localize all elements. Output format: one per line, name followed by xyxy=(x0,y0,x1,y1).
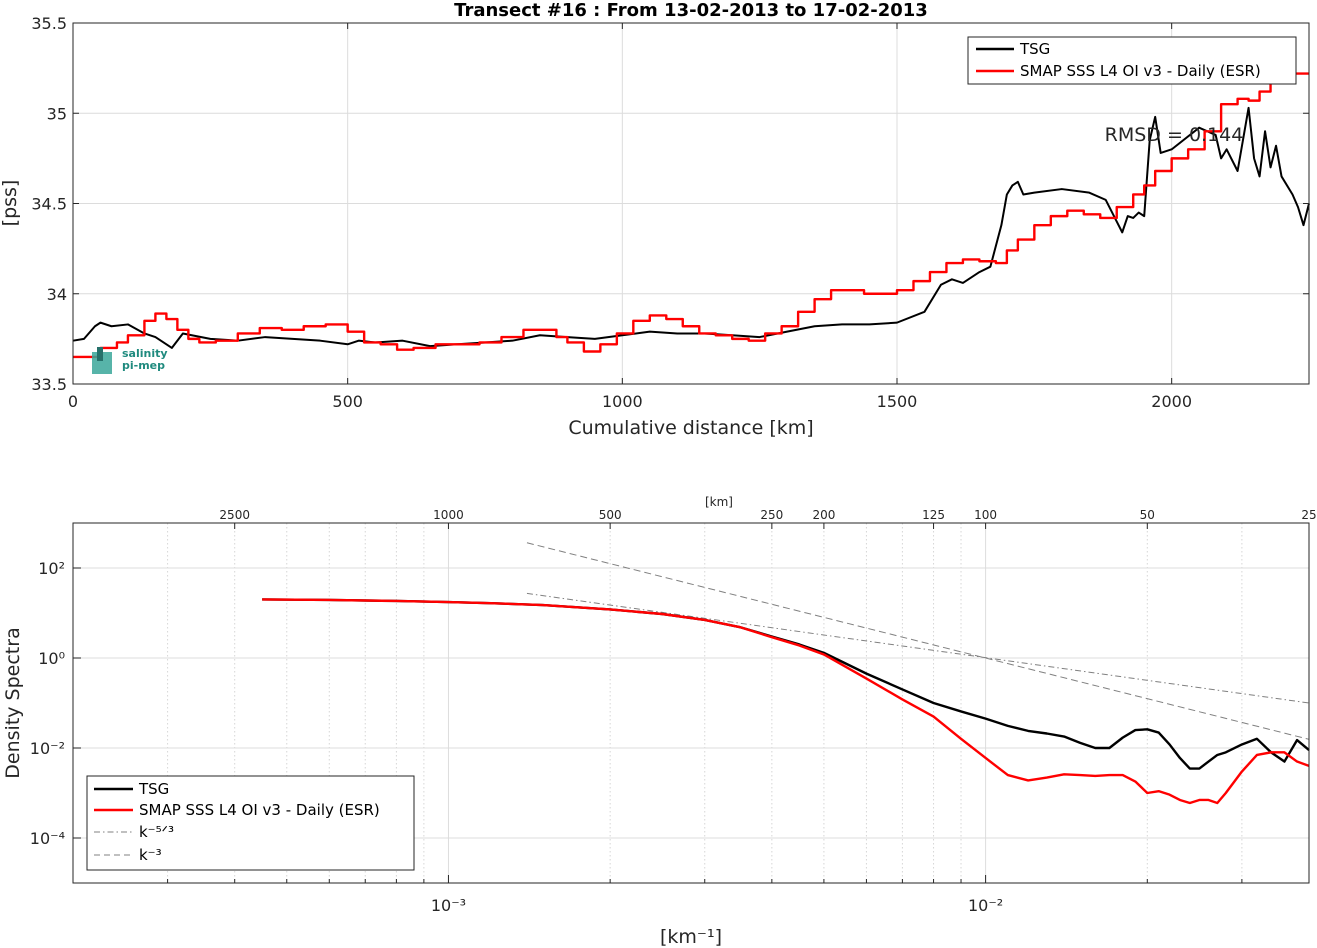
logo-text-line2: pi-mep xyxy=(122,359,165,372)
bottom-top-axis-tick-label: 200 xyxy=(812,508,835,522)
bottom-legend-label-smap: SMAP SSS L4 OI v3 - Daily (ESR) xyxy=(139,801,380,819)
top-legend-box xyxy=(967,36,1297,85)
logo-mark-detail xyxy=(97,347,103,361)
bottom-y-tick-label: 10⁻⁴ xyxy=(30,829,65,848)
top-legend: TSG SMAP SSS L4 OI v3 - Daily (ESR) xyxy=(967,36,1297,85)
bottom-y-tick-label: 10² xyxy=(38,559,65,578)
bottom-legend-label-k53: k⁻⁵ᐟ³ xyxy=(139,823,174,841)
bottom-top-axis-tick-label: 125 xyxy=(922,508,945,522)
top-y-tick-label: 35.5 xyxy=(31,14,67,33)
bottom-x-axis-label: [km⁻¹] xyxy=(660,926,722,948)
bottom-top-axis-tick-label: 50 xyxy=(1140,508,1155,522)
bottom-y-tick-label: 10⁻² xyxy=(30,739,65,758)
bottom-top-axis-tick-label: 2500 xyxy=(219,508,250,522)
top-x-tick-label: 500 xyxy=(332,392,363,411)
top-series-tsg-line xyxy=(72,106,1310,349)
top-grid xyxy=(73,23,1309,384)
top-chart-panel: 0 500 1000 1500 2000 33.5 34 34.5 35 35.5 Transec… xyxy=(0,0,1310,439)
bottom-top-axis-tick-label: 100 xyxy=(974,508,997,522)
logo-text-line1: salinity xyxy=(122,347,168,360)
bottom-x-tick-label: 10⁻³ xyxy=(431,896,466,915)
bottom-axes-frame xyxy=(72,522,1310,884)
top-y-tick-label: 33.5 xyxy=(31,375,67,394)
rmsd-annotation: RMSD = 0.144 xyxy=(1105,124,1244,146)
top-y-tick-label: 34.5 xyxy=(31,195,67,214)
bottom-y-axis-label: Density Spectra xyxy=(2,627,24,778)
bottom-x-tick-label: 10⁻² xyxy=(968,896,1003,915)
top-x-tick-label: 1000 xyxy=(602,392,643,411)
top-legend-label-smap: SMAP SSS L4 OI v3 - Daily (ESR) xyxy=(1020,62,1261,80)
bottom-top-axis-tick-label: 250 xyxy=(760,508,783,522)
bottom-series-k53-line xyxy=(526,592,1310,704)
bottom-series-smap-line xyxy=(262,598,1310,805)
bottom-top-axis-tick-label: 500 xyxy=(599,508,622,522)
salinity-pimep-logo: salinity pi-mep xyxy=(92,347,168,374)
top-x-tick-label: 0 xyxy=(68,392,78,411)
top-legend-label-tsg: TSG xyxy=(1019,40,1050,58)
top-y-tick-label: 35 xyxy=(47,104,67,123)
top-series xyxy=(72,72,1310,359)
top-ticks: 0 500 1000 1500 2000 33.5 34 34.5 35 35.5 xyxy=(31,14,1309,411)
top-y-tick-label: 34 xyxy=(47,285,67,304)
top-series-smap-line xyxy=(73,72,1309,359)
bottom-legend-box xyxy=(86,775,415,871)
bottom-legend-label-tsg: TSG xyxy=(138,780,169,798)
bottom-top-axis-tick-label: 25 xyxy=(1301,508,1316,522)
top-x-tick-label: 2000 xyxy=(1151,392,1192,411)
top-x-tick-label: 1500 xyxy=(877,392,918,411)
top-chart-title: Transect #16 : From 13-02-2013 to 17-02-… xyxy=(454,0,928,21)
top-x-axis-label: Cumulative distance [km] xyxy=(568,417,813,439)
bottom-series xyxy=(262,542,1310,805)
top-y-axis-label: [pss] xyxy=(0,180,21,227)
bottom-ticks: 10⁻³ 10⁻² 10² 10⁰ 10⁻² 10⁻⁴ 2500 1000 500 250 200 1… xyxy=(30,508,1317,915)
bottom-top-axis-tick-label: 1000 xyxy=(433,508,464,522)
bottom-series-k3-line xyxy=(526,542,1310,740)
bottom-top-axis-label: [km] xyxy=(705,495,733,509)
bottom-legend-label-k3: k⁻³ xyxy=(139,846,162,864)
bottom-legend: TSG SMAP SSS L4 OI v3 - Daily (ESR) k⁻⁵ᐟ… xyxy=(86,775,415,871)
bottom-chart-panel: 10⁻³ 10⁻² 10² 10⁰ 10⁻² 10⁻⁴ 2500 1000 500 250 200 1… xyxy=(2,495,1317,948)
bottom-y-tick-label: 10⁰ xyxy=(38,649,65,668)
